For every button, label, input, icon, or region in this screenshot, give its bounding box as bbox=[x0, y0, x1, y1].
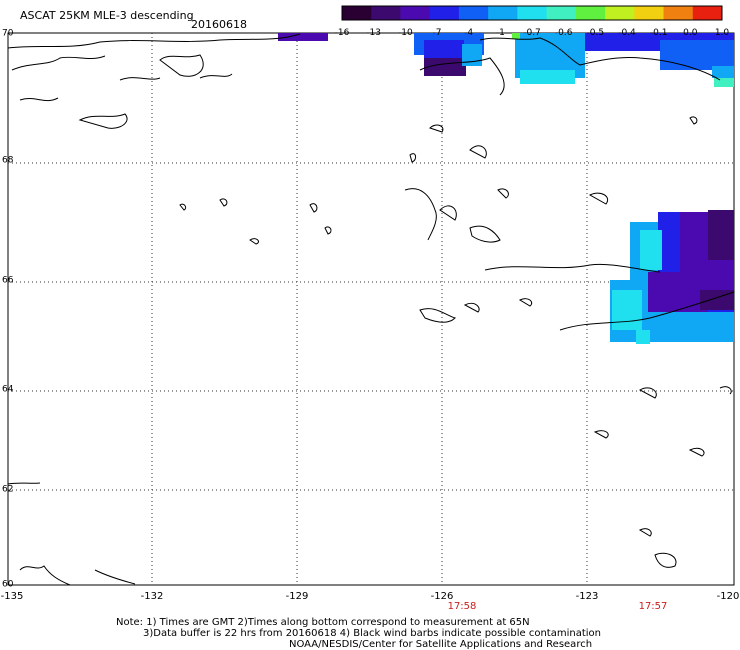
time-label-2: 17:57 bbox=[638, 601, 668, 612]
colorbar-swatch bbox=[692, 6, 723, 20]
colorbar-label: -4 bbox=[464, 28, 474, 38]
colorbar-label: -16 bbox=[334, 28, 350, 38]
lat-label-70: 70 bbox=[2, 28, 14, 39]
colorbar-swatch bbox=[634, 6, 665, 20]
lon-label-132: -132 bbox=[140, 591, 164, 602]
lat-label-68: 68 bbox=[2, 155, 14, 166]
colorbar-swatch bbox=[488, 6, 518, 20]
colorbar-swatch bbox=[458, 6, 489, 20]
colorbar-swatch bbox=[575, 6, 606, 20]
lon-label-120: -120 bbox=[716, 591, 740, 602]
colorbar-label: -0.6 bbox=[554, 28, 573, 38]
colorbar-swatch bbox=[546, 6, 577, 20]
lat-label-64: 64 bbox=[2, 384, 14, 395]
colorbar-swatch bbox=[605, 6, 635, 20]
lat-label-60: 60 bbox=[2, 579, 14, 590]
graticule bbox=[8, 33, 734, 585]
colorbar-label: -13 bbox=[366, 28, 382, 38]
lat-label-62: 62 bbox=[2, 484, 14, 495]
colorbar-label: -1 bbox=[495, 28, 505, 38]
note-line-2: 3)Data buffer is 22 hrs from 20160618 4)… bbox=[143, 628, 601, 639]
wind-data-middle bbox=[610, 210, 734, 344]
map-title: ASCAT 25KM MLE-3 descending bbox=[20, 9, 194, 22]
colorbar-label: -0.1 bbox=[649, 28, 668, 38]
time-label-1: 17:58 bbox=[447, 601, 477, 612]
colorbar bbox=[341, 5, 723, 21]
lon-label-123: -123 bbox=[575, 591, 599, 602]
colorbar-swatch bbox=[400, 6, 431, 20]
colorbar-label: -0.4 bbox=[618, 28, 636, 38]
colorbar-border bbox=[341, 5, 723, 21]
colorbar-label: 1.0 bbox=[714, 28, 730, 38]
note-line-3: NOAA/NESDIS/Center for Satellite Applica… bbox=[289, 639, 593, 650]
colorbar-swatch bbox=[342, 6, 372, 20]
colorbar-label: -10 bbox=[397, 28, 413, 38]
lon-label-126: -126 bbox=[430, 591, 454, 602]
lon-label-135: -135 bbox=[0, 591, 24, 602]
colorbar-label: -0.5 bbox=[586, 28, 605, 38]
colorbar-label: -7 bbox=[432, 28, 442, 38]
map-date: 20160618 bbox=[191, 18, 247, 31]
colorbar-label: -0.7 bbox=[523, 28, 541, 38]
colorbar-swatch bbox=[517, 6, 548, 20]
coastlines bbox=[7, 33, 735, 586]
colorbar-label: 0.0 bbox=[683, 28, 698, 38]
colorbar-swatch bbox=[371, 6, 401, 20]
colorbar-swatch bbox=[663, 6, 694, 20]
lon-label-129: -129 bbox=[285, 591, 309, 602]
note-line-1: Note: 1) Times are GMT 2)Times along bot… bbox=[116, 617, 530, 628]
lat-label-66: 66 bbox=[2, 275, 14, 286]
wind-data-top bbox=[278, 33, 734, 87]
colorbar-swatch bbox=[429, 6, 460, 20]
